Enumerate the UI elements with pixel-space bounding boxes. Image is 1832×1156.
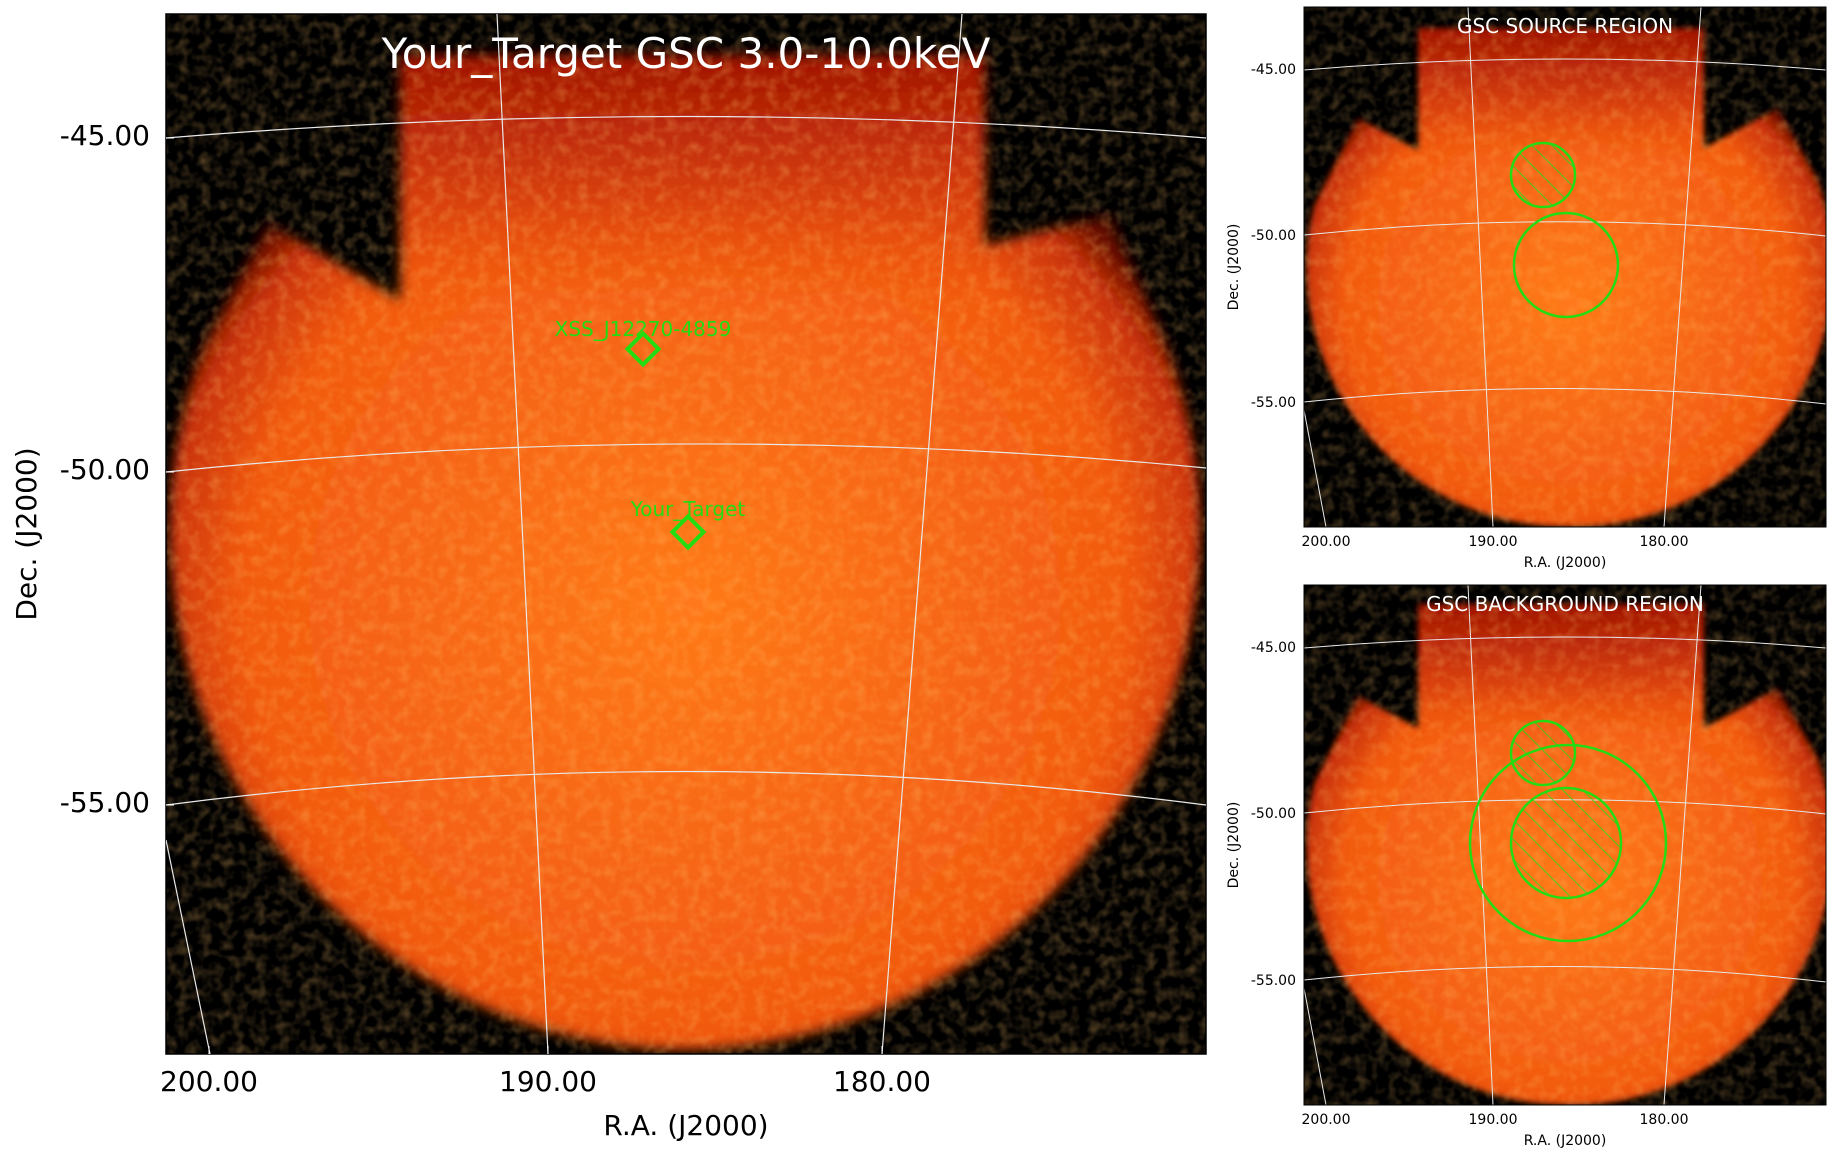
bkg-ra-tick-3: 180.00 [1640,1112,1689,1128]
source-marker-target [669,513,707,551]
main-ra-tick-2: 190.00 [499,1065,597,1098]
bkg-dec-tick-2: -50.00 [1251,806,1296,822]
src-dec-tick-2: -50.00 [1251,228,1296,244]
main-coordinate-grid [166,14,1206,1054]
main-title: Your_Target GSC 3.0-10.0keV [381,29,991,78]
source-panel-frame [1303,6,1827,528]
bkg-ra-tick-1: 200.00 [1302,1112,1351,1128]
src-dec-tick-1: -45.00 [1251,62,1296,78]
source-extraction-circle [1512,211,1620,319]
background-panel-title: GSC BACKGROUND REGION [1426,592,1704,616]
bkg-xlabel: R.A. (J2000) [1524,1133,1607,1149]
main-ra-tick-1: 200.00 [160,1065,258,1098]
bkg-ra-tick-2: 190.00 [1469,1112,1518,1128]
bkg-dec-tick-3: -55.00 [1251,973,1296,989]
background-panel-frame [1303,584,1827,1106]
main-dec-tick-1: -45.00 [60,119,150,152]
src-ra-tick-1: 200.00 [1302,534,1351,550]
main-ra-tick-3: 180.00 [833,1065,931,1098]
background-source-exclusion-circle [1509,786,1623,900]
main-dec-tick-3: -55.00 [60,786,150,819]
source-panel-title: GSC SOURCE REGION [1457,14,1673,38]
src-ylabel: Dec. (J2000) [1226,224,1242,311]
source-marker-xss [624,330,662,368]
src-ra-tick-3: 180.00 [1640,534,1689,550]
source-exclusion-circle [1509,141,1577,209]
background-annulus-circle [1468,743,1668,943]
source-label-xss: XSS_J12270-4859 [555,317,732,341]
background-region-panel [1304,585,1826,1105]
main-frame [165,13,1207,1055]
main-xlabel: R.A. (J2000) [603,1109,768,1142]
source-label-target: Your_Target [630,497,746,521]
bkg-ylabel: Dec. (J2000) [1226,802,1242,889]
main-image-panel [166,14,1206,1054]
background-exclusion-circle [1509,719,1577,787]
src-ra-tick-2: 190.00 [1469,534,1518,550]
main-ylabel: Dec. (J2000) [10,447,43,620]
src-dec-tick-3: -55.00 [1251,395,1296,411]
src-xlabel: R.A. (J2000) [1524,555,1607,571]
main-dec-tick-2: -50.00 [60,453,150,486]
main-ticks [166,137,883,1054]
source-region-panel [1304,7,1826,527]
bkg-dec-tick-1: -45.00 [1251,640,1296,656]
